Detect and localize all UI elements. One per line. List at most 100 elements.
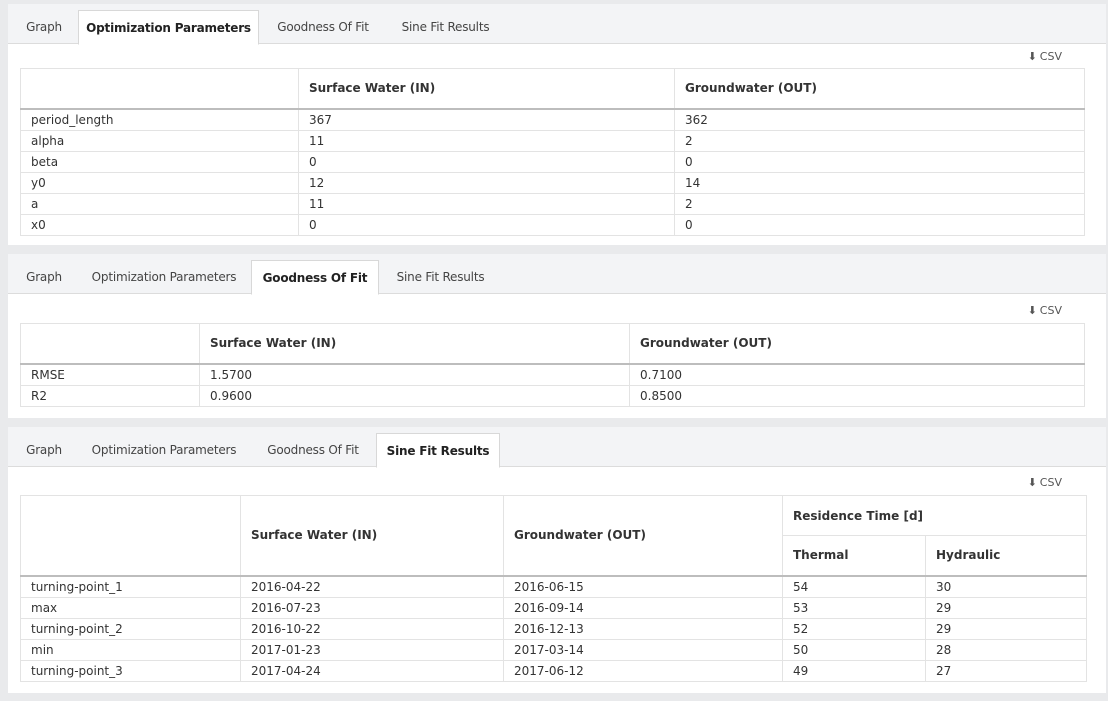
tab-sine-fit-results[interactable]: Sine Fit Results <box>396 270 485 284</box>
cell-in: 2016-07-23 <box>240 596 504 619</box>
tab-optimization-parameters[interactable]: Optimization Parameters <box>78 10 259 45</box>
cell-out: 2016-12-13 <box>503 617 783 640</box>
tab-graph[interactable]: Graph <box>26 443 62 457</box>
cell-out: 0.8500 <box>629 384 1085 407</box>
table-row: a 11 2 <box>20 192 1085 215</box>
csv-download-button[interactable]: ⬇ CSV <box>1028 304 1062 317</box>
row-label: a <box>20 192 299 215</box>
cell-hydraulic: 29 <box>924 617 1088 640</box>
tab-goodness-of-fit[interactable]: Goodness Of Fit <box>267 443 359 457</box>
cell-out: 362 <box>674 108 1085 131</box>
cell-hydraulic: 30 <box>924 575 1088 598</box>
header-surface-water: Surface Water (IN) <box>240 495 504 577</box>
cell-out: 2016-09-14 <box>503 596 783 619</box>
header-groundwater: Groundwater (OUT) <box>629 323 1085 365</box>
row-label: x0 <box>20 213 299 236</box>
goodness-of-fit-table: Surface Water (IN) Groundwater (OUT) RMS… <box>20 323 1085 407</box>
cell-out: 2017-03-14 <box>503 638 783 661</box>
row-label: beta <box>20 150 299 173</box>
row-label: max <box>20 596 241 619</box>
sine-fit-results-table: Surface Water (IN) Groundwater (OUT) Res… <box>20 495 1088 682</box>
download-icon: ⬇ <box>1027 304 1037 317</box>
tab-goodness-of-fit[interactable]: Goodness Of Fit <box>277 20 369 34</box>
row-label: min <box>20 638 241 661</box>
tab-graph[interactable]: Graph <box>26 20 62 34</box>
tab-bar: Graph Optimization Parameters Goodness O… <box>8 427 1106 468</box>
row-label: alpha <box>20 129 299 152</box>
tab-bar: Graph Optimization Parameters Goodness O… <box>8 4 1106 45</box>
cell-in: 2017-01-23 <box>240 638 504 661</box>
cell-in: 2016-10-22 <box>240 617 504 640</box>
header-hydraulic: Hydraulic <box>924 535 1088 577</box>
table-row: alpha 11 2 <box>20 129 1085 152</box>
cell-hydraulic: 28 <box>924 638 1088 661</box>
table-row: RMSE 1.5700 0.7100 <box>20 363 1085 386</box>
header-empty <box>20 495 241 577</box>
download-icon: ⬇ <box>1027 476 1037 489</box>
table-row: turning-point_3 2017-04-24 2017-06-12 49 27 <box>20 659 1088 682</box>
cell-hydraulic: 27 <box>924 659 1088 682</box>
table-row: x0 0 0 <box>20 213 1085 236</box>
header-thermal: Thermal <box>782 535 926 577</box>
optimization-parameters-panel: Graph Optimization Parameters Goodness O… <box>8 4 1106 245</box>
row-label: turning-point_1 <box>20 575 241 598</box>
cell-thermal: 52 <box>782 617 926 640</box>
download-icon: ⬇ <box>1027 50 1037 63</box>
cell-thermal: 49 <box>782 659 926 682</box>
row-label: R2 <box>20 384 200 407</box>
optimization-parameters-table: Surface Water (IN) Groundwater (OUT) per… <box>20 68 1085 236</box>
goodness-of-fit-panel: Graph Optimization Parameters Goodness O… <box>8 254 1106 418</box>
csv-label: CSV <box>1039 50 1062 63</box>
tab-graph[interactable]: Graph <box>26 270 62 284</box>
header-empty <box>20 323 200 365</box>
cell-out: 0.7100 <box>629 363 1085 386</box>
sine-fit-results-panel: Graph Optimization Parameters Goodness O… <box>8 427 1106 693</box>
tab-goodness-of-fit[interactable]: Goodness Of Fit <box>251 260 379 295</box>
cell-in: 12 <box>298 171 675 194</box>
cell-out: 2 <box>674 129 1085 152</box>
cell-in: 0.9600 <box>199 384 630 407</box>
table-header-row: Surface Water (IN) Groundwater (OUT) Res… <box>20 495 1088 577</box>
cell-out: 14 <box>674 171 1085 194</box>
table-subheader-row: Thermal Hydraulic <box>21 535 1088 577</box>
tab-optimization-parameters[interactable]: Optimization Parameters <box>91 270 237 284</box>
cell-in: 0 <box>298 213 675 236</box>
cell-out: 0 <box>674 150 1085 173</box>
row-label: period_length <box>20 108 299 131</box>
table-row: y0 12 14 <box>20 171 1085 194</box>
table-row: turning-point_1 2016-04-22 2016-06-15 54 30 <box>20 575 1088 598</box>
table-row: beta 0 0 <box>20 150 1085 173</box>
table-row: turning-point_2 2016-10-22 2016-12-13 52 29 <box>20 617 1088 640</box>
row-label: turning-point_3 <box>20 659 241 682</box>
csv-label: CSV <box>1039 476 1062 489</box>
cell-in: 11 <box>298 192 675 215</box>
cell-out: 2016-06-15 <box>503 575 783 598</box>
csv-download-button[interactable]: ⬇ CSV <box>1028 50 1062 63</box>
table-row: max 2016-07-23 2016-09-14 53 29 <box>20 596 1088 619</box>
row-label: turning-point_2 <box>20 617 241 640</box>
cell-thermal: 54 <box>782 575 926 598</box>
cell-thermal: 50 <box>782 638 926 661</box>
header-empty <box>20 68 299 110</box>
tab-sine-fit-results[interactable]: Sine Fit Results <box>376 433 500 468</box>
cell-in: 2016-04-22 <box>240 575 504 598</box>
table-row: R2 0.9600 0.8500 <box>20 384 1085 407</box>
tab-optimization-parameters[interactable]: Optimization Parameters <box>91 443 237 457</box>
cell-hydraulic: 29 <box>924 596 1088 619</box>
csv-download-button[interactable]: ⬇ CSV <box>1028 476 1062 489</box>
header-groundwater: Groundwater (OUT) <box>674 68 1085 110</box>
table-header-row: Surface Water (IN) Groundwater (OUT) <box>20 323 1085 365</box>
table-row: period_length 367 362 <box>20 108 1085 131</box>
cell-out: 0 <box>674 213 1085 236</box>
tab-sine-fit-results[interactable]: Sine Fit Results <box>401 20 490 34</box>
cell-in: 367 <box>298 108 675 131</box>
cell-out: 2017-06-12 <box>503 659 783 682</box>
cell-in: 0 <box>298 150 675 173</box>
tab-bar: Graph Optimization Parameters Goodness O… <box>8 254 1106 295</box>
table-header-row: Surface Water (IN) Groundwater (OUT) <box>20 68 1085 110</box>
csv-label: CSV <box>1039 304 1062 317</box>
header-groundwater: Groundwater (OUT) <box>503 495 783 577</box>
cell-in: 2017-04-24 <box>240 659 504 682</box>
header-surface-water: Surface Water (IN) <box>298 68 675 110</box>
cell-thermal: 53 <box>782 596 926 619</box>
